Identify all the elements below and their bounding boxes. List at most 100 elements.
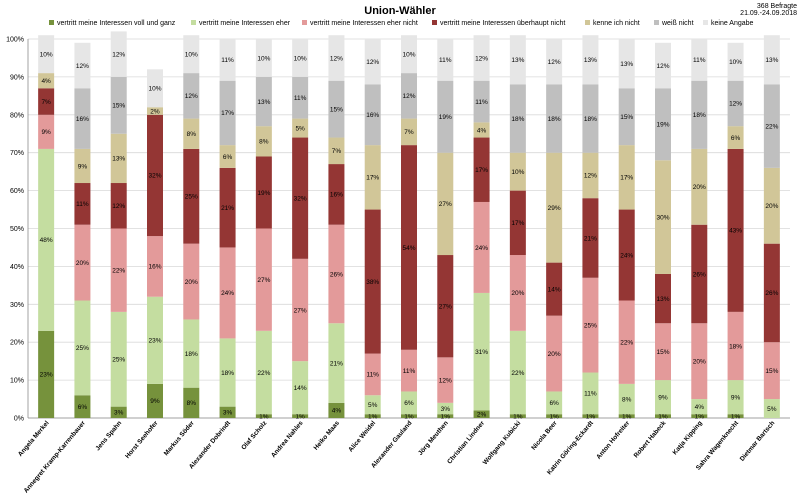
legend-swatch	[49, 20, 54, 25]
bar-segment	[618, 383, 635, 415]
bars: 23% 48% 9% 7% 4% 10% 6% 25% 20% 11% 9% 16% 12% 3% 25% 2…	[38, 31, 780, 420]
bar-segment	[110, 406, 127, 418]
category-label: Alexander Dobrindt	[188, 419, 233, 470]
data-label: 20%	[693, 184, 706, 191]
bar-segment	[219, 338, 236, 407]
data-label: 19%	[656, 122, 669, 129]
data-label: 10%	[729, 59, 742, 66]
data-label: 6%	[731, 135, 741, 142]
bar-segment	[74, 300, 91, 396]
bar-segment	[328, 402, 345, 418]
category-label: Robert Habeck	[633, 419, 668, 459]
data-label: 13%	[584, 57, 597, 64]
data-label: 23%	[148, 338, 161, 345]
bar-segment	[401, 414, 417, 418]
data-label: 4%	[332, 408, 342, 415]
legend-label: kenne ich nicht	[593, 20, 640, 27]
data-label: 12%	[729, 101, 742, 108]
bar-segment	[546, 414, 563, 418]
data-label: 12%	[548, 59, 561, 66]
bar-segment	[38, 88, 55, 115]
bar-segment	[546, 262, 563, 316]
data-label: 15%	[656, 349, 669, 356]
data-label: 12%	[584, 173, 597, 180]
data-label: 8%	[259, 139, 269, 146]
bar-segment	[292, 137, 309, 259]
bar-segment	[691, 323, 708, 400]
category-label: Horst Seehofer	[124, 419, 160, 460]
bar-segment	[183, 73, 200, 119]
category-label: Christian Lindner	[446, 419, 486, 465]
data-label: 8%	[622, 396, 632, 403]
bar-segment	[618, 88, 635, 146]
data-label: 27%	[439, 303, 452, 310]
y-tick-label: 40%	[10, 264, 24, 271]
bar-segment	[655, 380, 671, 415]
data-label: 14%	[548, 286, 561, 293]
data-label: 12%	[656, 63, 669, 70]
category-label: Sahra Wagenknecht	[695, 419, 741, 472]
data-label: 22%	[620, 340, 633, 347]
data-label: 13%	[112, 156, 125, 163]
sample-size-note: 368 Befragte	[757, 3, 797, 10]
data-label: 10%	[511, 169, 524, 176]
bar-segment	[38, 35, 55, 74]
bar-segment	[546, 391, 563, 415]
bar-segment	[509, 35, 526, 85]
data-label: 16%	[76, 116, 89, 123]
data-label: 10%	[294, 55, 307, 62]
data-label: 20%	[693, 358, 706, 365]
data-label: 11%	[475, 99, 488, 106]
y-tick-label: 100%	[6, 37, 24, 44]
bar-segment	[691, 148, 708, 225]
data-label: 20%	[511, 290, 524, 297]
bar-segment	[219, 247, 236, 339]
bar-segment	[618, 39, 635, 89]
data-label: 21%	[330, 360, 343, 367]
data-label: 17%	[366, 175, 379, 182]
bar-segment	[655, 273, 671, 324]
bar-segment	[255, 330, 272, 415]
category-label: Nicola Beer	[530, 419, 559, 451]
bar-segment	[546, 84, 563, 153]
data-label: 18%	[584, 116, 597, 123]
bar-segment	[292, 414, 309, 418]
data-label: 1%	[695, 413, 705, 420]
bar-segment	[727, 80, 744, 127]
bar-segment	[147, 107, 163, 115]
data-label: 9%	[78, 163, 88, 170]
category-label: Katja Kipping	[672, 420, 704, 457]
data-label: 1%	[549, 413, 559, 420]
bar-segment	[38, 114, 55, 149]
data-label: 19%	[257, 190, 270, 197]
bar-segment	[255, 39, 272, 77]
bar-segment	[401, 145, 417, 350]
category-label: Wolfgang Kubicki	[482, 420, 523, 467]
data-label: 7%	[332, 148, 342, 155]
data-label: 20%	[548, 351, 561, 358]
data-label: 3%	[223, 410, 233, 417]
bar-segment	[546, 39, 563, 85]
bar-segment	[328, 137, 345, 165]
data-label: 18%	[511, 116, 524, 123]
bar-segment	[691, 224, 708, 324]
data-label: 20%	[76, 260, 89, 267]
data-label: 4%	[41, 78, 51, 85]
data-label: 11%	[366, 372, 379, 379]
category-label: Olaf Scholz	[240, 419, 269, 451]
data-label: 18%	[729, 343, 742, 350]
bar-segment	[582, 198, 599, 278]
category-label: Jens Spahn	[94, 420, 123, 452]
y-tick-label: 60%	[10, 188, 24, 195]
data-label: 11%	[693, 57, 706, 64]
y-tick-label: 0%	[14, 416, 24, 423]
category-label: Jörg Meuthen	[417, 420, 450, 457]
bar-segment	[183, 243, 200, 320]
data-label: 12%	[330, 55, 343, 62]
bar-segment	[364, 209, 381, 354]
data-label: 11%	[294, 95, 307, 102]
bar-segment	[183, 35, 200, 74]
category-label: Andrea Nahles	[270, 420, 305, 460]
bar-segment	[691, 39, 708, 81]
data-label: 1%	[586, 413, 596, 420]
